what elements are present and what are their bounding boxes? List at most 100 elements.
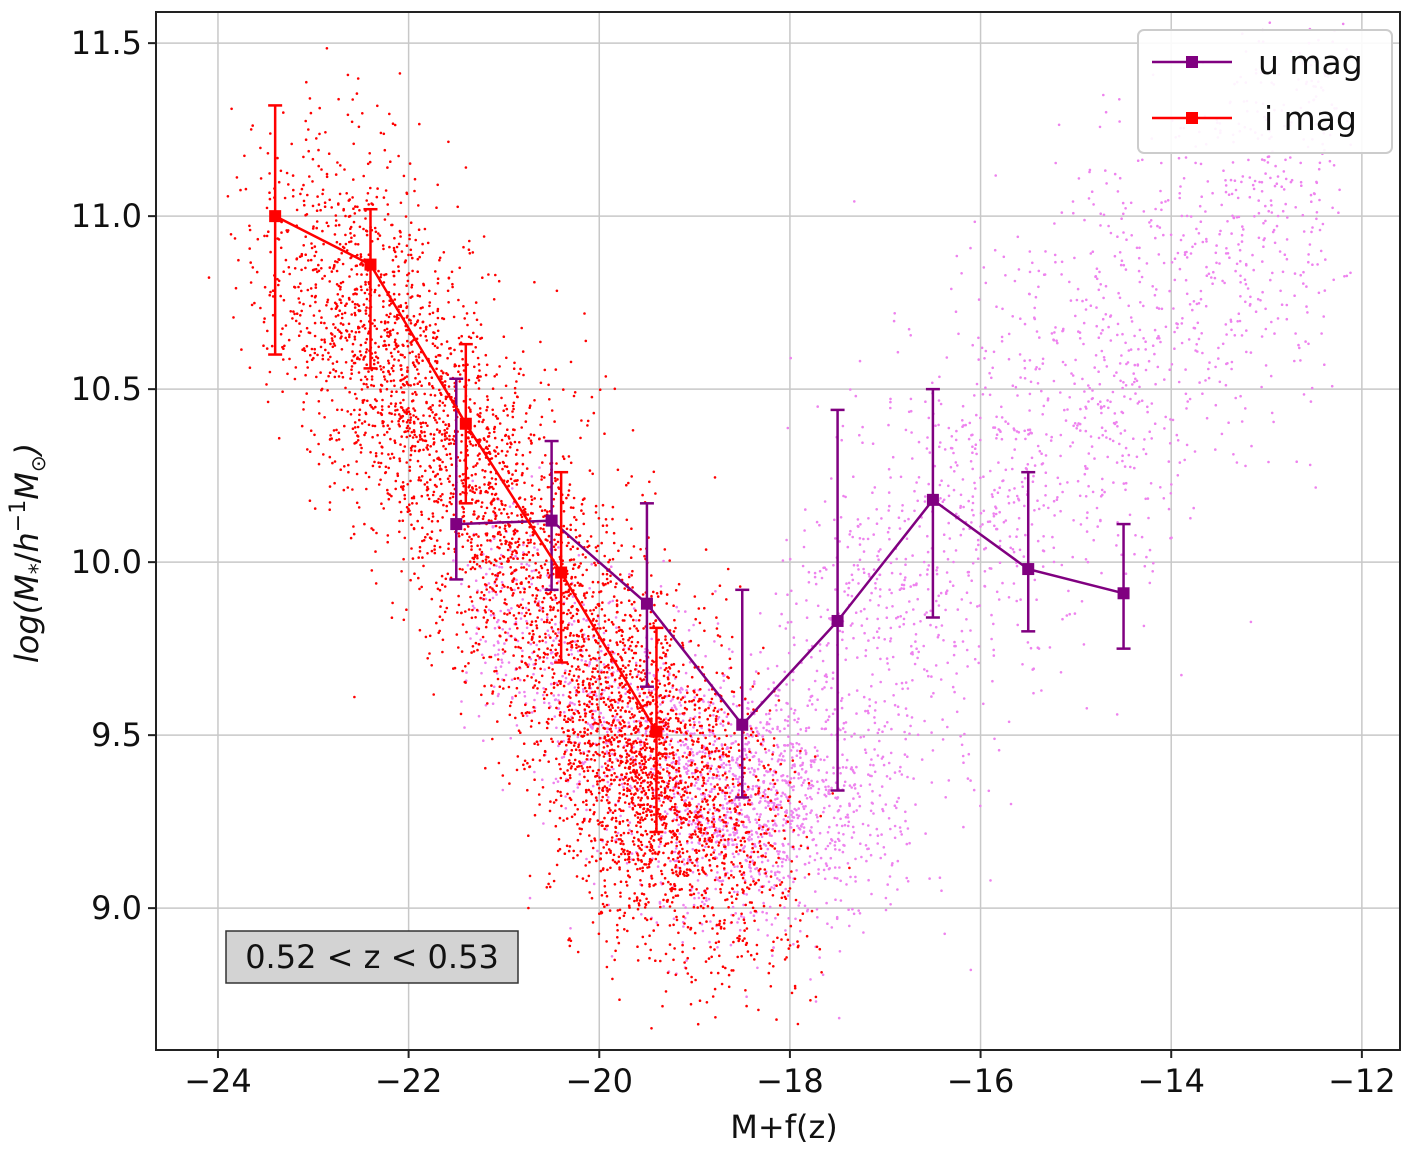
u-mag-point [1078, 422, 1082, 426]
u-mag-point [573, 640, 577, 643]
u-mag-point [1107, 224, 1110, 228]
u-mag-point [1128, 513, 1132, 517]
i-mag-point [478, 457, 481, 461]
u-mag-point [608, 684, 611, 688]
i-mag-point [374, 405, 377, 409]
u-mag-point [979, 511, 983, 515]
i-mag-point [344, 214, 347, 218]
u-mag-point [704, 654, 707, 658]
u-mag-point [1236, 320, 1239, 323]
u-mag-point [1060, 260, 1064, 264]
i-mag-point [773, 782, 777, 786]
i-mag-point [707, 706, 710, 710]
u-mag-point [783, 670, 786, 674]
i-mag-point [644, 903, 648, 907]
u-mag-point [630, 786, 633, 790]
u-mag-point [743, 879, 747, 882]
u-mag-point [828, 867, 831, 870]
u-mag-point [766, 819, 770, 823]
u-mag-point [657, 845, 661, 849]
u-mag-point [850, 766, 853, 769]
u-mag-point [898, 625, 901, 629]
u-mag-point [614, 726, 618, 730]
u-mag-point [964, 423, 967, 427]
i-mag-point [547, 576, 551, 579]
i-mag-point [522, 541, 525, 544]
u-mag-point [1305, 285, 1308, 288]
i-mag-point [714, 1016, 717, 1019]
u-mag-point [1115, 371, 1118, 374]
u-mag-point [725, 747, 728, 751]
i-mag-point [317, 148, 320, 152]
u-mag-point [1240, 334, 1244, 337]
u-mag-point [528, 896, 532, 900]
u-mag-point [1185, 256, 1189, 259]
i-mag-point [538, 437, 541, 441]
i-mag-point [683, 922, 686, 925]
i-mag-point [737, 743, 740, 746]
u-mag-point [817, 787, 821, 791]
u-mag-point [1076, 287, 1080, 291]
i-mag-point [649, 771, 652, 774]
u-mag-point [525, 714, 529, 718]
i-mag-point [530, 495, 533, 498]
u-mag-point [749, 911, 752, 914]
u-mag-point [814, 758, 817, 761]
i-mag-point [626, 869, 630, 873]
u-mag-point [710, 787, 714, 791]
u-mag-point [480, 671, 483, 675]
i-mag-point [749, 883, 752, 887]
i-mag-point [679, 826, 683, 829]
i-mag-point [360, 422, 364, 425]
u-mag-point [1284, 202, 1287, 206]
i-mag-point [575, 679, 579, 682]
i-mag-point [399, 304, 403, 307]
i-mag-point [503, 527, 507, 530]
i-mag-point [310, 242, 313, 245]
u-mag-point [1233, 334, 1237, 337]
u-mag-point [818, 643, 822, 646]
u-mag-point [1095, 267, 1099, 271]
u-mag-point [1071, 555, 1074, 559]
u-mag-point [561, 693, 565, 697]
u-mag-point [1009, 802, 1013, 806]
i-mag-point [608, 639, 612, 642]
u-mag-point [1254, 310, 1258, 314]
u-mag-point [1052, 546, 1056, 550]
u-mag-point [586, 722, 590, 725]
i-mag-point [570, 616, 573, 620]
u-mag-point [737, 852, 740, 856]
i-mag-point [668, 729, 672, 733]
i-mag-point [350, 359, 354, 362]
u-mag-point [1195, 343, 1198, 346]
u-mag-point [997, 748, 1001, 752]
u-mag-point [982, 509, 986, 513]
u-mag-point [1160, 307, 1164, 311]
u-mag-point [954, 310, 958, 314]
u-mag-point [1074, 314, 1077, 318]
i-mag-point [379, 368, 383, 371]
u-mag-point [859, 523, 862, 526]
u-mag-point [778, 878, 781, 882]
u-mag-point [600, 765, 604, 769]
i-mag-point [578, 565, 581, 568]
u-mag-point [1055, 498, 1059, 502]
i-mag-point [308, 450, 312, 454]
u-mag-point [777, 829, 781, 833]
u-mag-point [754, 818, 757, 821]
u-mag-point [971, 445, 974, 449]
i-mag-point [603, 816, 606, 820]
u-mag-point [803, 529, 806, 532]
u-mag-point [796, 816, 800, 820]
u-mag-point [1176, 474, 1180, 477]
i-mag-point [328, 198, 332, 202]
u-mag-point [753, 682, 756, 686]
u-mag-point [842, 494, 845, 498]
u-mag-point [615, 626, 618, 629]
u-mag-point [1198, 204, 1202, 208]
u-mag-point [1204, 379, 1207, 382]
u-mag-point [867, 711, 870, 715]
u-mag-point [592, 882, 596, 886]
u-mag-point [1133, 380, 1136, 384]
i-mag-point [344, 386, 347, 390]
